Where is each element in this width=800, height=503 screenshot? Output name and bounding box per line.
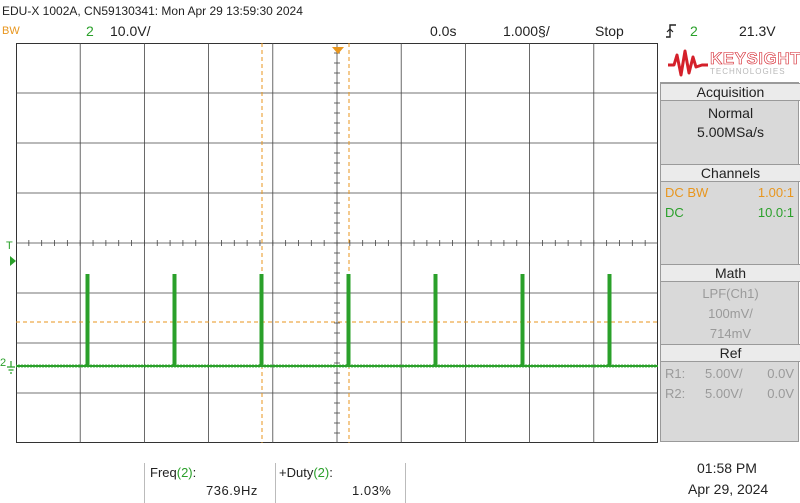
freq-label: Freq: [150, 465, 177, 480]
trigger-level[interactable]: 21.3V: [739, 23, 776, 39]
measure-divider-1: [144, 463, 145, 503]
measurement-freq-label[interactable]: Freq(2):: [150, 465, 196, 480]
ref2-offset: 0.0V: [767, 386, 794, 401]
acquisition-rate: 5.00MSa/s: [697, 124, 764, 140]
channel2-probe[interactable]: 10.0:1: [757, 205, 794, 220]
measurement-freq-value: 736.9Hz: [206, 483, 258, 498]
trigger-channel[interactable]: 2: [690, 23, 698, 39]
acquisition-mode: Normal: [707, 105, 754, 121]
ref2-label: R2:: [665, 386, 686, 401]
ref2-scale: 5.00V/: [705, 386, 743, 401]
ref1-offset: 0.0V: [767, 366, 794, 381]
channel2-coupling[interactable]: DC: [665, 205, 684, 220]
math-scale: 100mV/: [708, 306, 753, 321]
measure-divider-3: [405, 463, 406, 503]
run-state[interactable]: Stop: [595, 23, 624, 39]
brand-name: KEYSIGHT: [710, 49, 800, 69]
math-offset: 714mV: [709, 326, 752, 341]
duty-colon: :: [329, 465, 333, 480]
channel1-coupling[interactable]: DC BW: [665, 185, 709, 200]
measurement-duty-label[interactable]: +Duty(2):: [279, 465, 333, 480]
measurement-duty-value: 1.03%: [352, 483, 392, 498]
trigger-arrow-icon: [10, 253, 16, 271]
volts-per-div[interactable]: 10.0V/: [110, 23, 151, 39]
keysight-logo: KEYSIGHT TECHNOLOGIES: [660, 43, 800, 81]
duty-channel: (2): [313, 465, 330, 480]
ref-title[interactable]: Ref: [661, 344, 800, 362]
ref1-scale: 5.00V/: [705, 366, 743, 381]
clock-date: Apr 29, 2024: [688, 481, 769, 497]
bw-limit-label[interactable]: BW: [2, 25, 20, 37]
measure-divider-2: [275, 463, 276, 503]
brand-sub: TECHNOLOGIES: [710, 67, 786, 76]
freq-channel: (2): [176, 465, 193, 480]
waveform-display[interactable]: [16, 43, 658, 443]
duty-label: +Duty: [279, 465, 314, 480]
channel1-probe[interactable]: 1.00:1: [757, 185, 794, 200]
ground-marker[interactable]: 2: [0, 357, 7, 369]
time-offset[interactable]: 0.0s: [430, 23, 457, 39]
clock-time: 01:58 PM: [697, 460, 757, 476]
side-panel: Acquisition Normal 5.00MSa/s Channels DC…: [660, 82, 800, 442]
freq-colon: :: [192, 465, 197, 480]
time-per-div[interactable]: 1.000§/: [503, 23, 550, 39]
scope-title: EDU-X 1002A, CN59130341: Mon Apr 29 13:5…: [2, 4, 303, 18]
channel2-label[interactable]: 2: [86, 23, 94, 39]
math-function: LPF(Ch1): [702, 286, 759, 301]
ref1-label: R1:: [665, 366, 686, 381]
trigger-level-marker[interactable]: T: [6, 240, 13, 252]
edge-trigger-icon[interactable]: [664, 23, 678, 44]
acquisition-title[interactable]: Acquisition: [661, 83, 800, 101]
ch2-noise: [16, 364, 656, 368]
ground-icon: [6, 361, 16, 380]
trigger-position-marker[interactable]: [332, 42, 344, 60]
math-title[interactable]: Math: [661, 264, 800, 282]
channels-title[interactable]: Channels: [661, 164, 800, 182]
